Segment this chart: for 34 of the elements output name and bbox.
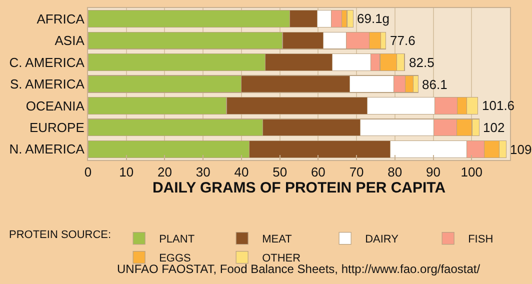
x-tick-label: 0 bbox=[84, 164, 92, 180]
y-tick-label: C. AMERICA bbox=[9, 54, 85, 70]
legend-label: FISH bbox=[468, 234, 494, 246]
total-label: 101.6 bbox=[482, 98, 515, 113]
total-label: 82.5 bbox=[409, 55, 434, 70]
y-tick-label: EUROPE bbox=[29, 120, 85, 135]
x-tick-label: 20 bbox=[157, 164, 172, 180]
total-label: 109 bbox=[510, 142, 532, 157]
legend-title: PROTEIN SOURCE: bbox=[9, 229, 112, 242]
x-tick-label: 80 bbox=[388, 164, 402, 180]
x-axis-title: DAILY GRAMS OF PROTEIN PER CAPITA bbox=[152, 180, 446, 197]
x-tick-label: 30 bbox=[196, 164, 210, 180]
legend-label: EGGS bbox=[159, 252, 191, 265]
x-tick-label: 60 bbox=[310, 164, 326, 180]
y-tick-label: AFRICA bbox=[36, 11, 85, 26]
legend-label: PLANT bbox=[159, 234, 195, 246]
x-tick-label: 50 bbox=[272, 164, 288, 180]
x-tick-label: 40 bbox=[234, 164, 249, 180]
legend-label: OTHER bbox=[262, 252, 301, 265]
y-tick-label: S. AMERICA bbox=[10, 76, 85, 92]
legend-label: MEAT bbox=[262, 234, 292, 246]
y-tick-label: OCEANIA bbox=[26, 98, 85, 114]
legend-label: DAIRY bbox=[365, 234, 400, 246]
x-tick-label: 10 bbox=[119, 164, 134, 180]
y-tick-label: ASIA bbox=[54, 33, 85, 48]
total-label: 77.6 bbox=[390, 33, 416, 48]
x-tick-label: 70 bbox=[349, 164, 364, 180]
x-tick-label: 100 bbox=[460, 164, 482, 180]
total-label: 69.1g bbox=[357, 11, 390, 26]
y-tick-label: N. AMERICA bbox=[9, 142, 85, 157]
text: UNFAO FAOSTAT, Food Balance Sheets, http://www.fao.org/faostat/ bbox=[117, 262, 481, 276]
total-label: 102 bbox=[483, 120, 505, 135]
x-tick-label: 90 bbox=[426, 164, 441, 180]
total-label: 86.1 bbox=[422, 77, 448, 92]
